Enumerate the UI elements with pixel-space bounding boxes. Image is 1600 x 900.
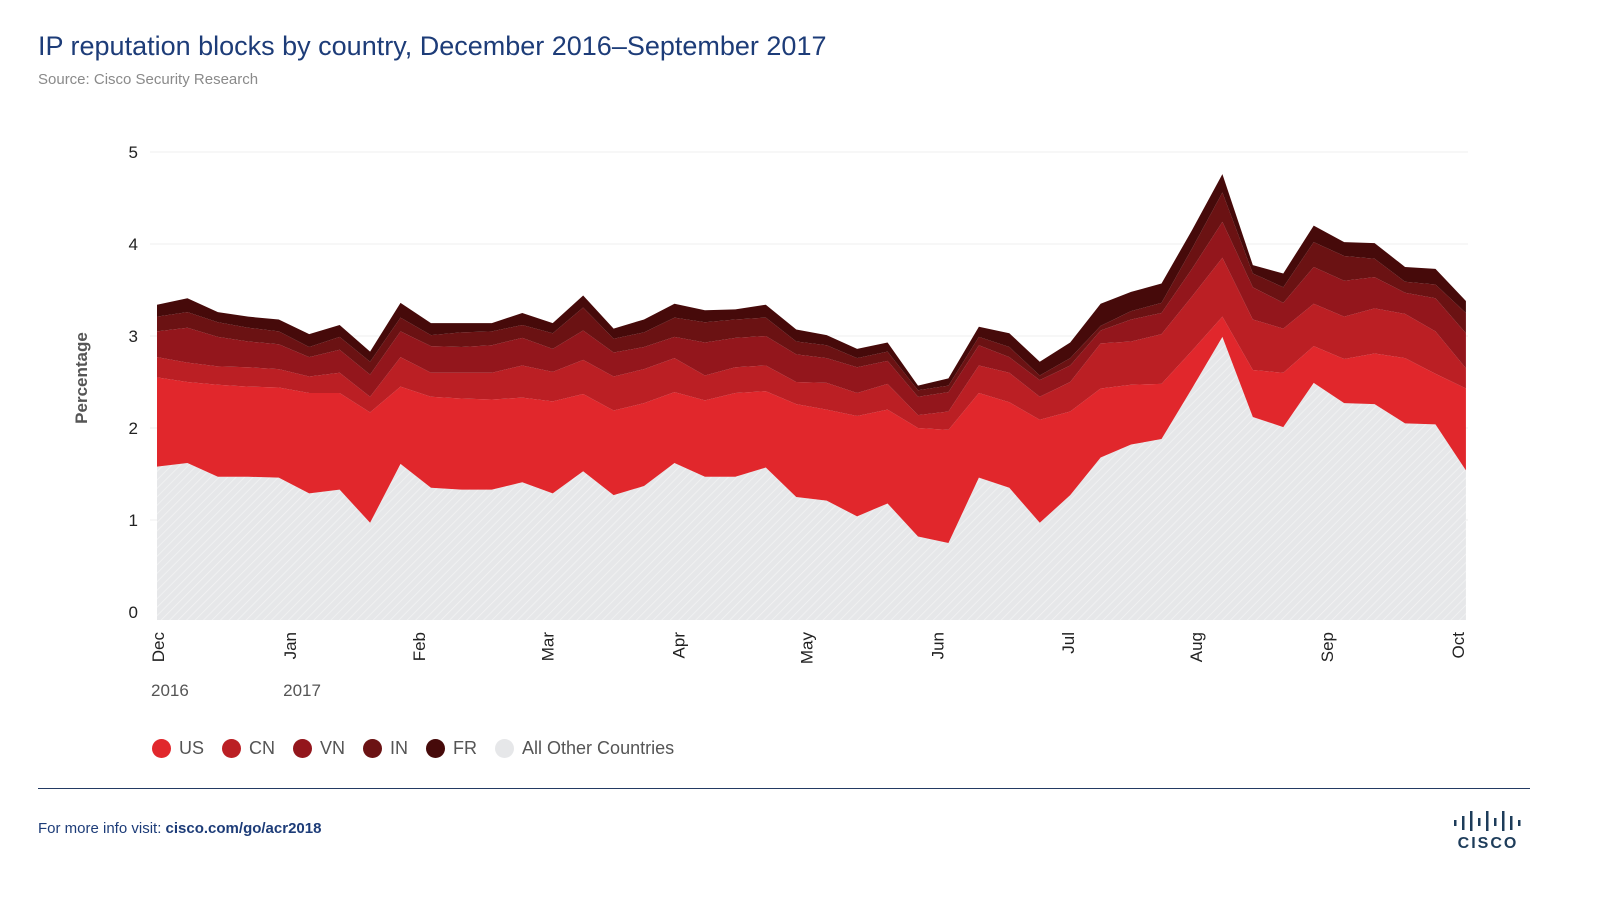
area-in (157, 192, 1466, 397)
area-vn (157, 221, 1466, 416)
y-tick-label: 2 (129, 419, 138, 438)
cisco-bars-icon (1454, 811, 1521, 831)
footer-link[interactable]: cisco.com/go/acr2018 (165, 820, 322, 837)
x-tick-label: May (797, 632, 816, 665)
x-tick-label: Jan (281, 632, 300, 659)
area-us (157, 316, 1466, 543)
y-axis-label: Percentage (72, 332, 91, 424)
y-tick-label: 5 (129, 143, 138, 162)
cisco-logo: CISCO (1454, 811, 1521, 850)
x-tick-label: Oct (1449, 632, 1468, 659)
y-tick-label: 1 (129, 511, 138, 530)
x-tick-label: Jun (928, 632, 947, 659)
x-tick-label: Mar (539, 632, 558, 662)
legend-item: FR (426, 738, 477, 759)
legend-label: FR (453, 738, 478, 758)
x-tick-label: Dec (149, 632, 168, 663)
y-tick-label: 3 (129, 327, 138, 346)
legend-swatch-icon (152, 739, 171, 758)
x-tick-label: Jul (1059, 632, 1078, 654)
area-cn (157, 257, 1466, 430)
y-tick-label: 4 (129, 235, 138, 254)
legend-item: VN (293, 738, 345, 759)
cisco-logo-text: CISCO (1458, 835, 1519, 850)
legend-label: All Other Countries (522, 738, 675, 758)
x-year-label: 2016 (151, 681, 189, 700)
y-tick-label: 0 (129, 603, 138, 622)
chart-source: Source: Cisco Security Research (38, 71, 259, 88)
legend-swatch-icon (363, 739, 383, 758)
legend-swatch-icon (222, 739, 242, 758)
chart-title: IP reputation blocks by country, Decembe… (38, 31, 827, 61)
legend-swatch-icon (495, 739, 515, 758)
x-tick-label: Feb (410, 632, 429, 661)
legend-swatch-icon (426, 739, 446, 758)
x-tick-label: Aug (1187, 632, 1206, 662)
legend-item: CN (222, 738, 275, 759)
footer-info: For more info visit: cisco.com/go/acr201… (38, 820, 321, 837)
footer-prefix: For more info visit: (38, 820, 166, 837)
footer-divider (38, 788, 1530, 789)
x-tick-label: Apr (670, 632, 689, 659)
x-year-label: 2017 (283, 681, 321, 700)
legend-item: IN (363, 738, 408, 759)
legend-item: US (152, 738, 204, 759)
legend-label: VN (320, 738, 346, 758)
legend-swatch-icon (293, 739, 313, 758)
x-tick-label: Sep (1318, 632, 1337, 662)
legend-label: CN (249, 738, 276, 758)
legend-item: All Other Countries (495, 738, 674, 759)
legend-label: IN (390, 738, 409, 758)
legend-label: US (179, 738, 205, 758)
legend: US CN VN IN FR All Other Countries (152, 738, 674, 759)
area-all-other-countries (157, 336, 1466, 620)
